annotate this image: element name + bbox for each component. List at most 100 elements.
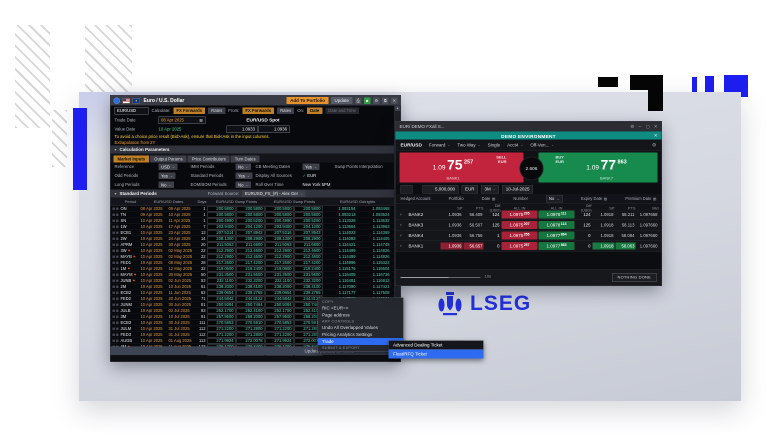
swap-bid-2-input[interactable]: 271.9924	[265, 338, 294, 344]
swap-bid-2-input[interactable]: 219.0600	[265, 266, 294, 272]
swap-ask-2-input[interactable]: 207.8943	[294, 230, 323, 236]
swap-bid-input[interactable]: 231.3500	[207, 272, 236, 278]
col-header-swap-points-1[interactable]: EUR/USD Swap Points	[215, 199, 258, 204]
swap-ask-input[interactable]: 238.4100	[236, 284, 265, 290]
swap-bid-2-input[interactable]: 232.1100	[265, 278, 294, 284]
tab-output-params[interactable]: Output Params	[150, 155, 187, 163]
allin-sell-button[interactable]: 1.0975 207	[501, 221, 538, 229]
side-selector[interactable]	[400, 184, 413, 194]
update-button[interactable]: Update	[330, 97, 353, 104]
value-date-input[interactable]: 10-Jul-2025	[502, 184, 533, 194]
tab-price-contributors[interactable]: Price Contributors	[187, 155, 230, 163]
swap-bid-input[interactable]: 270.5853	[207, 320, 236, 326]
swap-ask-2-input[interactable]: 231.5600	[294, 272, 323, 278]
swap-bid-2-input[interactable]: 217.2600	[265, 260, 294, 266]
swap-bid-input[interactable]: 208.1300	[207, 236, 236, 242]
long-periods-select[interactable]: No ⌄	[158, 181, 174, 188]
swap-bid-input[interactable]: 232.1100	[207, 278, 236, 284]
premium-date-filter[interactable]: Premium Date ▦	[625, 196, 657, 201]
swap-ask-2-input[interactable]: 208.2900	[294, 236, 323, 242]
printer-icon[interactable]: ⎙	[355, 97, 362, 104]
forward-source-select[interactable]: EURUSD_FX_(#) - Alex Ger ⌄	[242, 190, 306, 197]
swap-ask-2-input[interactable]: 238.4100	[294, 284, 323, 290]
row-checkboxes[interactable]	[112, 333, 121, 336]
swap-ask-input[interactable]: 271.2800	[236, 332, 265, 338]
add-to-portfolio-button[interactable]: Add To Portfolio	[286, 97, 329, 104]
on-date-toggle[interactable]: Date	[307, 107, 323, 114]
col-header-period[interactable]: Period	[124, 199, 137, 204]
table-row[interactable]: JUNB ⚑ 10 Apr 2025 02 Jun 2025 53 232.110…	[110, 278, 401, 284]
row-checkboxes[interactable]	[112, 249, 121, 252]
swap-bid-input[interactable]: 200.5800	[207, 206, 236, 212]
eom-bom-periods-select[interactable]: No ⌄	[235, 181, 251, 188]
swap-bid-2-input[interactable]: 200.5800	[265, 212, 294, 218]
swap-ask-input[interactable]: 270.5910	[236, 320, 265, 326]
minimize-icon[interactable]: ─	[638, 124, 642, 129]
col-header-outrights[interactable]: EUR/USD Outrights	[339, 199, 376, 204]
swap-ask-input[interactable]: 217.4200	[236, 260, 265, 266]
standard-periods-header[interactable]: ▾ Standard Periods Forward Source: EURUS…	[110, 189, 401, 198]
portfolio-filter[interactable]: Portfolio	[448, 196, 464, 201]
col-header-mid[interactable]: Mid	[652, 205, 659, 211]
context-menu-item[interactable]: Undo All Overlapped Values ▸	[322, 325, 378, 330]
swap-bid-2-input[interactable]: 200.5800	[265, 206, 294, 212]
table-row[interactable]: 1M ⚑ 10 Apr 2025 12 May 2025 32 219.0600 …	[110, 266, 401, 272]
row-checkboxes[interactable]	[112, 213, 121, 216]
swap-bid-input[interactable]: 200.4990	[207, 218, 236, 224]
table-row[interactable]: MAYM ⚑ 10 Apr 2025 30 May 2025 50 231.350…	[110, 272, 401, 278]
swap-bid-2-input[interactable]: 270.5853	[265, 320, 294, 326]
swap-bid-2-input[interactable]: 208.1300	[265, 236, 294, 242]
swap-ask-input[interactable]: 212.4600	[236, 254, 265, 260]
row-checkboxes[interactable]	[112, 279, 121, 282]
row-checkboxes[interactable]	[112, 261, 121, 264]
bank-row[interactable]: ⚡ BANK1 1.0936 56.657 0 1.0975 257 1.0977…	[395, 241, 662, 252]
swap-ask-input[interactable]: 200.5800	[236, 206, 265, 212]
swap-bid-2-input[interactable]: 271.2200	[265, 332, 294, 338]
swap-bid-2-input[interactable]: 200.4990	[265, 218, 294, 224]
spot-ask-input[interactable]: 1.0936	[258, 125, 290, 133]
swap-bid-input[interactable]: 200.5800	[207, 212, 236, 218]
gear-icon[interactable]: ⚙	[652, 142, 657, 148]
swap-ask-2-input[interactable]: 200.5800	[294, 212, 323, 218]
allin-sell-button[interactable]: 1.0975 256	[501, 231, 538, 240]
table-row[interactable]: 1W⚑ 10 Apr 2025 17 Apr 2025 7 203.9400 2…	[110, 224, 401, 230]
swap-ask-input[interactable]: 207.8943	[236, 230, 265, 236]
display-all-sources-value[interactable]: ✓ EUR	[302, 173, 317, 178]
venue-select[interactable]: Off-Ven... ⌄	[530, 142, 555, 148]
swap-bid-input[interactable]: 207.5314	[207, 230, 236, 236]
tenor-select[interactable]: 3M ⌄	[481, 184, 500, 194]
row-checkboxes[interactable]	[112, 267, 121, 270]
calc-fx-forwards-toggle[interactable]: FX Forwards	[173, 107, 206, 114]
swap-ask-input[interactable]: 232.3200	[236, 278, 265, 284]
table-row[interactable]: ECB2⚑ 10 Apr 2025 11 Jun 2025 62 239.065…	[110, 290, 401, 296]
trade-date-input[interactable]: 08 Apr 2025 ▦	[158, 116, 206, 124]
swap-bid-input[interactable]: 250.5084	[207, 302, 236, 308]
swap-bid-2-input[interactable]: 211.5063	[265, 242, 294, 248]
banner-close-icon[interactable]: ✕	[653, 133, 658, 138]
from-rates-toggle[interactable]: Rates	[277, 107, 295, 114]
swap-ask-input[interactable]: 212.4600	[236, 248, 265, 254]
odd-periods-select[interactable]: Yes ⌄	[158, 172, 176, 179]
col-header-days[interactable]: Days	[197, 199, 207, 204]
table-row[interactable]: FED1⚑ 10 Apr 2025 08 May 2025 28 217.260…	[110, 260, 401, 266]
swap-bid-2-input[interactable]: 231.3500	[265, 272, 294, 278]
swap-bid-input[interactable]: 212.2900	[207, 248, 236, 254]
swap-bid-input[interactable]: 271.9924	[207, 338, 236, 344]
swap-bid-input[interactable]: 203.9400	[207, 224, 236, 230]
swap-ask-input[interactable]: 252.4100	[236, 308, 265, 314]
table-row[interactable]: SN⚑ 10 Apr 2025 11 Apr 2025 1 200.4990 2…	[110, 218, 401, 224]
swap-bid-input[interactable]: 271.2200	[207, 332, 236, 338]
date-filter[interactable]: Date ▦	[481, 196, 496, 201]
submenu-item[interactable]: Advanced Dealing Ticket	[388, 340, 484, 350]
row-checkboxes[interactable]	[112, 237, 121, 240]
swap-bid-2-input[interactable]: 203.9400	[265, 224, 294, 230]
swap-bid-2-input[interactable]: 212.2900	[265, 254, 294, 260]
swap-ask-input[interactable]: 204.1200	[236, 224, 265, 230]
swap-bid-input[interactable]: 239.0654	[207, 290, 236, 296]
table-row[interactable]: 3W ⚑ 10 Apr 2025 02 May 2025 22 212.2900 …	[110, 248, 401, 254]
swap-ask-input[interactable]: 200.5200	[236, 218, 265, 224]
swap-bid-2-input[interactable]: 212.2900	[265, 248, 294, 254]
window-titlebar[interactable]: Euro / U.S. Dollar Add To Portfolio Upda…	[110, 95, 401, 106]
sell-price-tile[interactable]: SELL EUR 1.09 75 257 BANK1	[399, 152, 524, 183]
row-checkboxes[interactable]	[112, 315, 121, 318]
